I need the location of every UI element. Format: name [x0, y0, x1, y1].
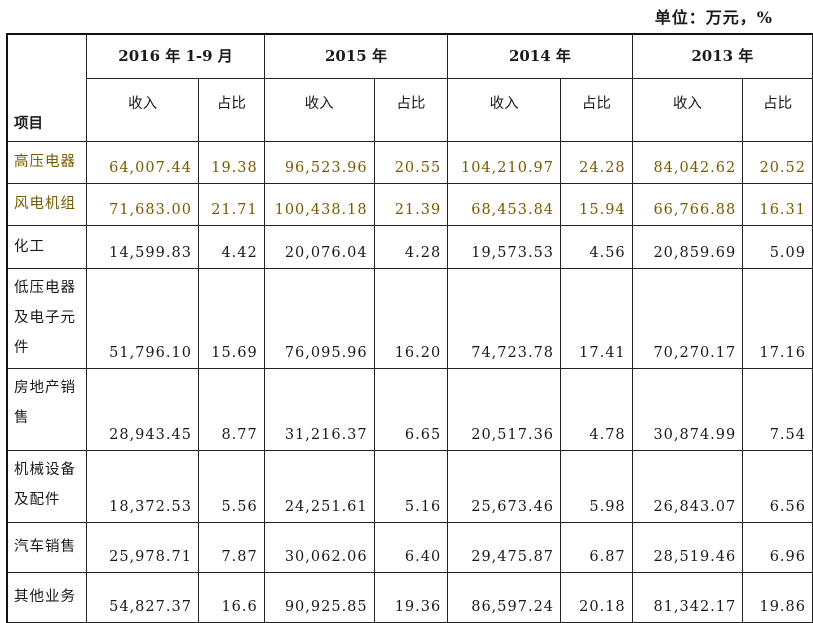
row-label: 风电机组	[6, 183, 88, 226]
revenue-cell: 28,943.45	[86, 368, 199, 451]
row-label: 房地产销售	[6, 368, 88, 451]
revenue-cell: 31,216.37	[263, 368, 375, 451]
share-cell: 15.94	[560, 183, 633, 226]
table-row: 房地产销售 28,943.45 8.77 31,216.37 6.65 20,517.36…	[6, 368, 813, 451]
revenue-cell: 104,210.97	[447, 141, 562, 184]
share-cell: 6.96	[742, 522, 813, 573]
revenue-cell: 30,062.06	[263, 522, 375, 573]
table-row: 高压电器 64,007.44 19.38 96,523.96 20.55 104,210.…	[6, 141, 813, 184]
row-label: 低压电器及电子元件	[6, 268, 88, 369]
revenue-header: 收入	[447, 78, 562, 142]
revenue-cell: 30,874.99	[631, 368, 744, 451]
year-header: 2013 年	[631, 33, 813, 79]
share-cell: 24.28	[560, 141, 633, 184]
table-row: 风电机组 71,683.00 21.71 100,438.18 21.39 68,453.…	[6, 183, 813, 226]
revenue-cell: 66,766.88	[631, 183, 744, 226]
share-cell: 20.55	[373, 141, 449, 184]
revenue-cell: 84,042.62	[631, 141, 744, 184]
revenue-cell: 25,673.46	[447, 450, 562, 523]
share-cell: 5.16	[373, 450, 449, 523]
revenue-header: 收入	[631, 78, 744, 142]
revenue-cell: 14,599.83	[86, 225, 199, 269]
revenue-cell: 24,251.61	[263, 450, 375, 523]
revenue-cell: 74,723.78	[447, 268, 562, 369]
share-cell: 21.39	[373, 183, 449, 226]
share-cell: 7.87	[197, 522, 265, 573]
share-cell: 4.28	[373, 225, 449, 269]
revenue-header: 收入	[86, 78, 199, 142]
share-cell: 6.65	[373, 368, 449, 451]
row-label: 高压电器	[6, 141, 88, 184]
revenue-table: 项目 2016 年 1-9 月 2015 年 2014 年 2013 年 收入 …	[6, 33, 813, 623]
share-cell: 17.41	[560, 268, 633, 369]
item-header: 项目	[6, 33, 88, 142]
share-cell: 6.40	[373, 522, 449, 573]
share-cell: 4.56	[560, 225, 633, 269]
year-header-row: 项目 2016 年 1-9 月 2015 年 2014 年 2013 年	[6, 33, 813, 142]
revenue-cell: 76,095.96	[263, 268, 375, 369]
revenue-cell: 64,007.44	[86, 141, 199, 184]
table-row: 低压电器及电子元件 51,796.10 15.69 76,095.96 16.20 74,…	[6, 268, 813, 369]
share-cell: 16.20	[373, 268, 449, 369]
revenue-cell: 100,438.18	[263, 183, 375, 226]
revenue-cell: 29,475.87	[447, 522, 562, 573]
table-row: 机械设备及配件 18,372.53 5.56 24,251.61 5.16 25,673.…	[6, 450, 813, 523]
table-row: 化工 14,599.83 4.42 20,076.04 4.28 19,573.53 4.5…	[6, 225, 813, 269]
revenue-cell: 68,453.84	[447, 183, 562, 226]
share-cell: 15.69	[197, 268, 265, 369]
revenue-cell: 20,517.36	[447, 368, 562, 451]
revenue-cell: 20,859.69	[631, 225, 744, 269]
row-label: 机械设备及配件	[6, 450, 88, 523]
revenue-cell: 90,925.85	[263, 572, 375, 623]
share-cell: 7.54	[742, 368, 813, 451]
share-header: 占比	[560, 78, 633, 142]
sub-header-row: 收入 占比 收入 占比 收入 占比 收入 占比	[7, 78, 813, 142]
revenue-cell: 20,076.04	[263, 225, 375, 269]
row-label: 化工	[6, 225, 88, 269]
table-row: 其他业务 54,827.37 16.6 90,925.85 19.36 86,597.24…	[6, 572, 813, 623]
share-header: 占比	[742, 78, 813, 142]
share-cell: 16.6	[197, 572, 265, 623]
share-cell: 4.78	[560, 368, 633, 451]
revenue-header: 收入	[263, 78, 375, 142]
share-cell: 6.87	[560, 522, 633, 573]
year-header: 2015 年	[263, 33, 449, 79]
revenue-cell: 26,843.07	[631, 450, 744, 523]
share-cell: 4.42	[197, 225, 265, 269]
year-header: 2014 年	[447, 33, 633, 79]
revenue-cell: 71,683.00	[86, 183, 199, 226]
share-header: 占比	[197, 78, 265, 142]
share-cell: 16.31	[742, 183, 813, 226]
revenue-cell: 70,270.17	[631, 268, 744, 369]
share-cell: 5.56	[197, 450, 265, 523]
share-cell: 19.38	[197, 141, 265, 184]
share-cell: 17.16	[742, 268, 813, 369]
share-cell: 6.56	[742, 450, 813, 523]
share-header: 占比	[373, 78, 449, 142]
share-cell: 19.86	[742, 572, 813, 623]
revenue-cell: 86,597.24	[447, 572, 562, 623]
revenue-cell: 54,827.37	[86, 572, 199, 623]
share-cell: 21.71	[197, 183, 265, 226]
share-cell: 5.98	[560, 450, 633, 523]
share-cell: 5.09	[742, 225, 813, 269]
revenue-cell: 81,342.17	[631, 572, 744, 623]
revenue-cell: 28,519.46	[631, 522, 744, 573]
revenue-cell: 25,978.71	[86, 522, 199, 573]
share-cell: 20.18	[560, 572, 633, 623]
revenue-cell: 19,573.53	[447, 225, 562, 269]
share-cell: 8.77	[197, 368, 265, 451]
table-row: 汽车销售 25,978.71 7.87 30,062.06 6.40 29,475.87 6…	[6, 522, 813, 573]
revenue-cell: 18,372.53	[86, 450, 199, 523]
revenue-cell: 96,523.96	[263, 141, 375, 184]
year-header: 2016 年 1-9 月	[86, 33, 265, 79]
row-label: 其他业务	[6, 572, 88, 623]
unit-label: 单位：万元，%	[654, 8, 773, 27]
row-label: 汽车销售	[6, 522, 88, 573]
revenue-cell: 51,796.10	[86, 268, 199, 369]
share-cell: 20.52	[742, 141, 813, 184]
share-cell: 19.36	[373, 572, 449, 623]
